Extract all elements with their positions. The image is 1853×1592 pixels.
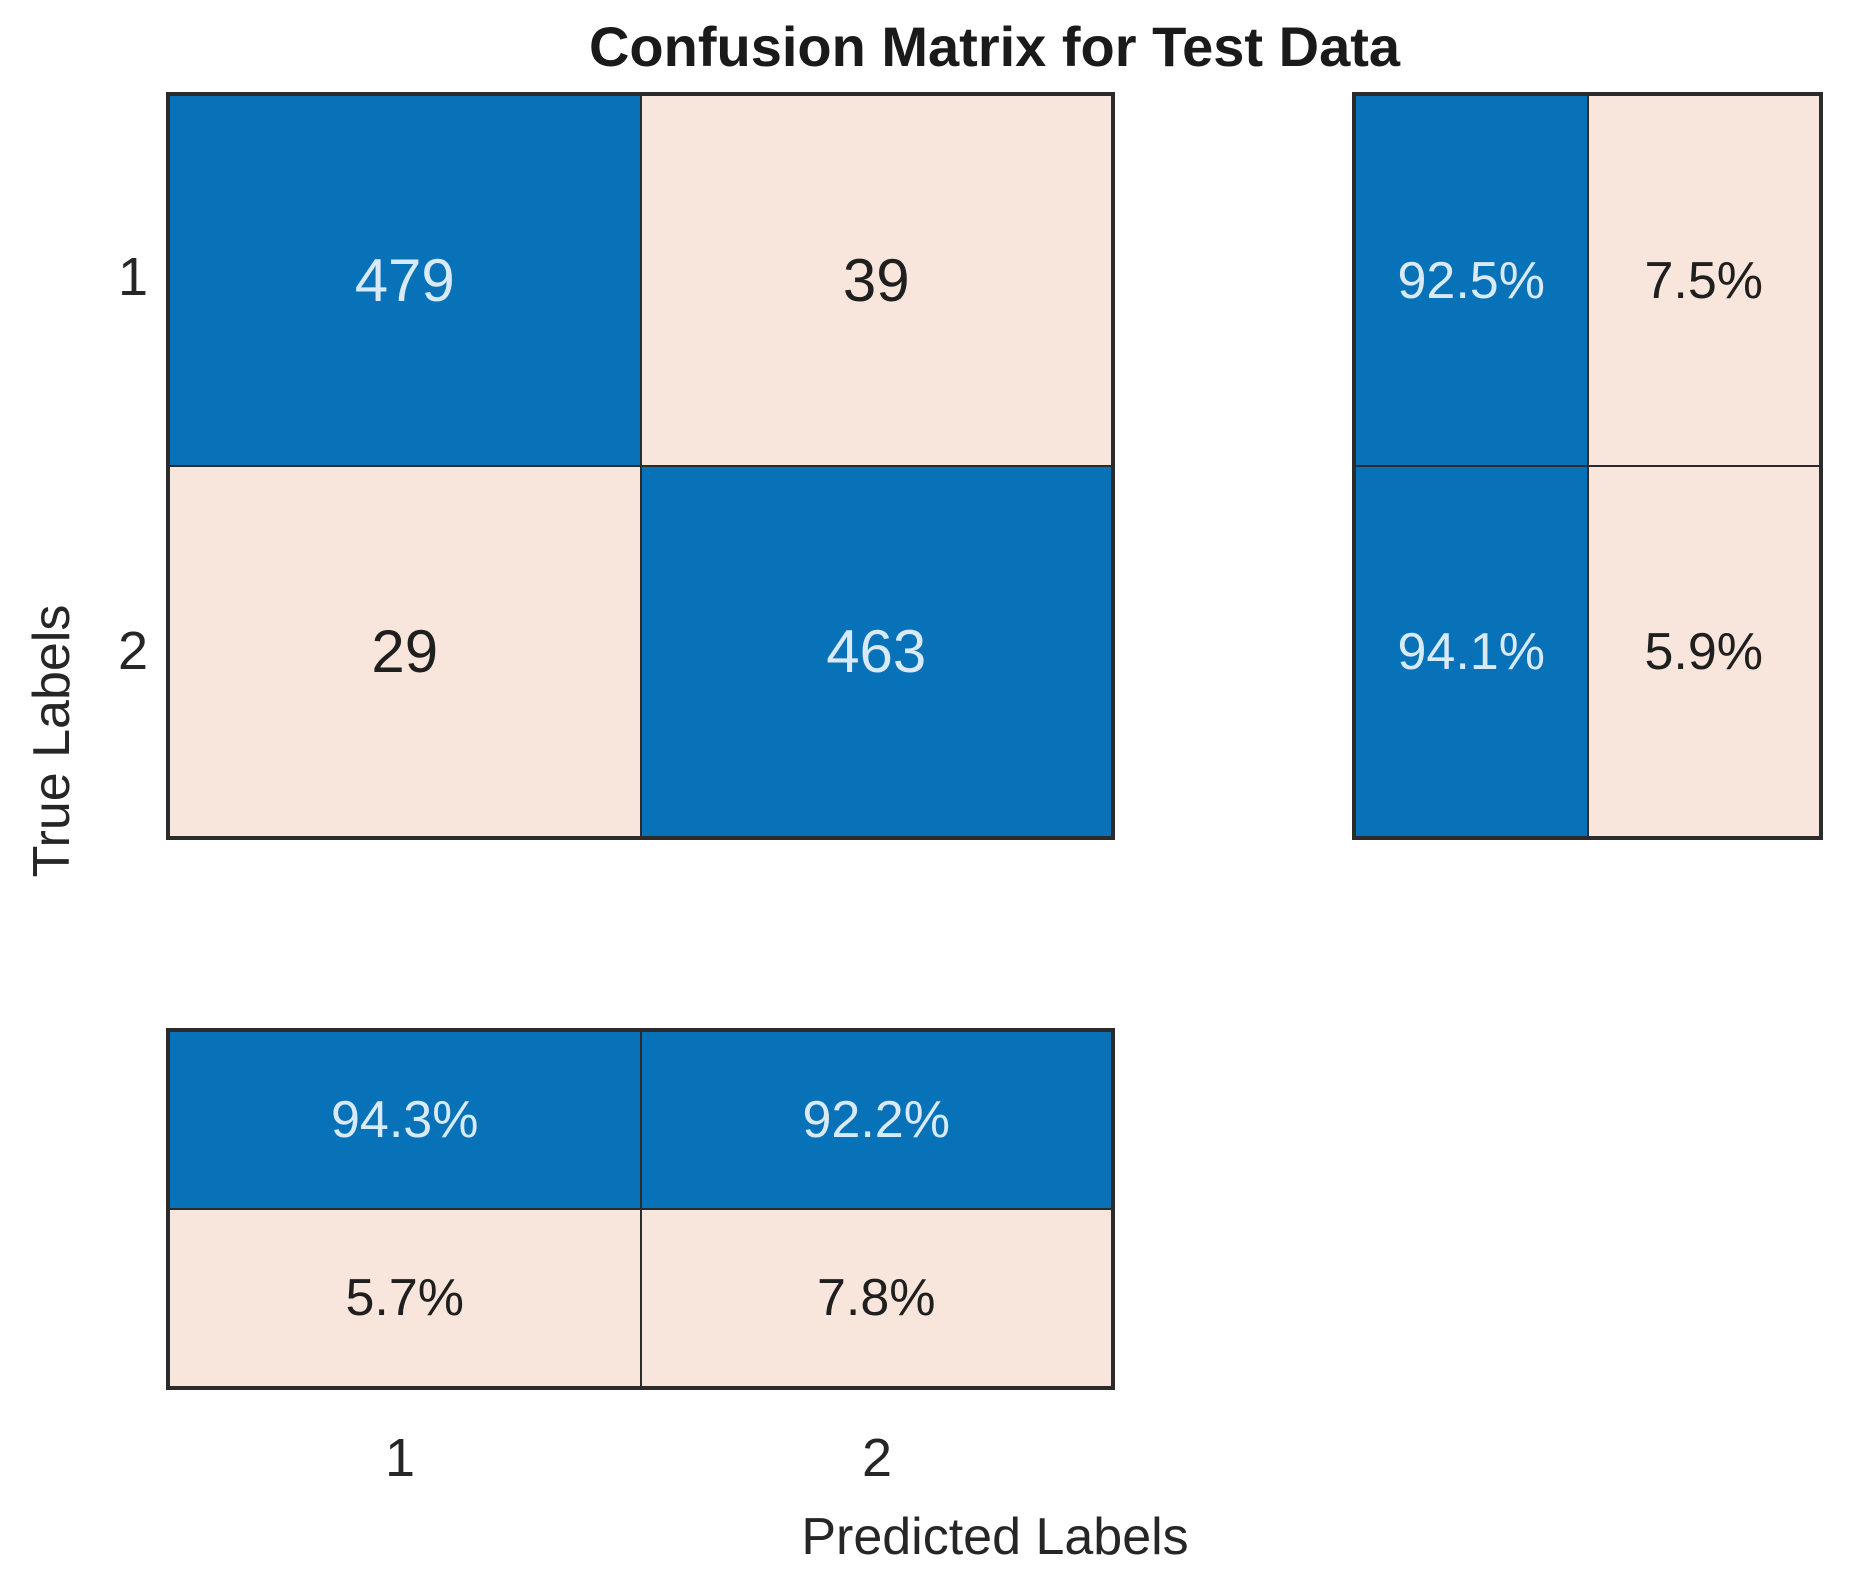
x-axis-label: Predicted Labels <box>801 1508 1189 1566</box>
confusion-matrix-grid: 479 39 29 463 <box>166 92 1115 840</box>
col-summary-pred2-correct: 92.2% <box>640 1031 1112 1209</box>
column-summary-grid: 94.3% 92.2% 5.7% 7.8% <box>166 1028 1115 1390</box>
y-axis-label: True Labels <box>23 604 81 878</box>
x-tick-label-1: 1 <box>384 1428 416 1488</box>
col-summary-pred1-correct: 94.3% <box>169 1031 641 1209</box>
row-summary-true1-correct: 92.5% <box>1355 95 1588 466</box>
x-tick-label-2: 2 <box>861 1428 893 1488</box>
cell-true1-pred1: 479 <box>169 95 641 466</box>
row-summary-true2-incorrect: 5.9% <box>1587 466 1820 837</box>
cell-true2-pred1: 29 <box>169 466 641 837</box>
row-summary-true1-incorrect: 7.5% <box>1587 95 1820 466</box>
chart-title: Confusion Matrix for Test Data <box>588 15 1400 78</box>
y-tick-label-1: 1 <box>117 246 148 307</box>
y-tick-label-2: 2 <box>117 620 148 681</box>
col-summary-pred2-incorrect: 7.8% <box>640 1209 1112 1387</box>
row-summary-grid: 92.5% 7.5% 94.1% 5.9% <box>1352 92 1823 840</box>
row-summary-true2-correct: 94.1% <box>1355 466 1588 837</box>
cell-true2-pred2: 463 <box>640 466 1112 837</box>
cell-true1-pred2: 39 <box>640 95 1112 466</box>
col-summary-pred1-incorrect: 5.7% <box>169 1209 641 1387</box>
